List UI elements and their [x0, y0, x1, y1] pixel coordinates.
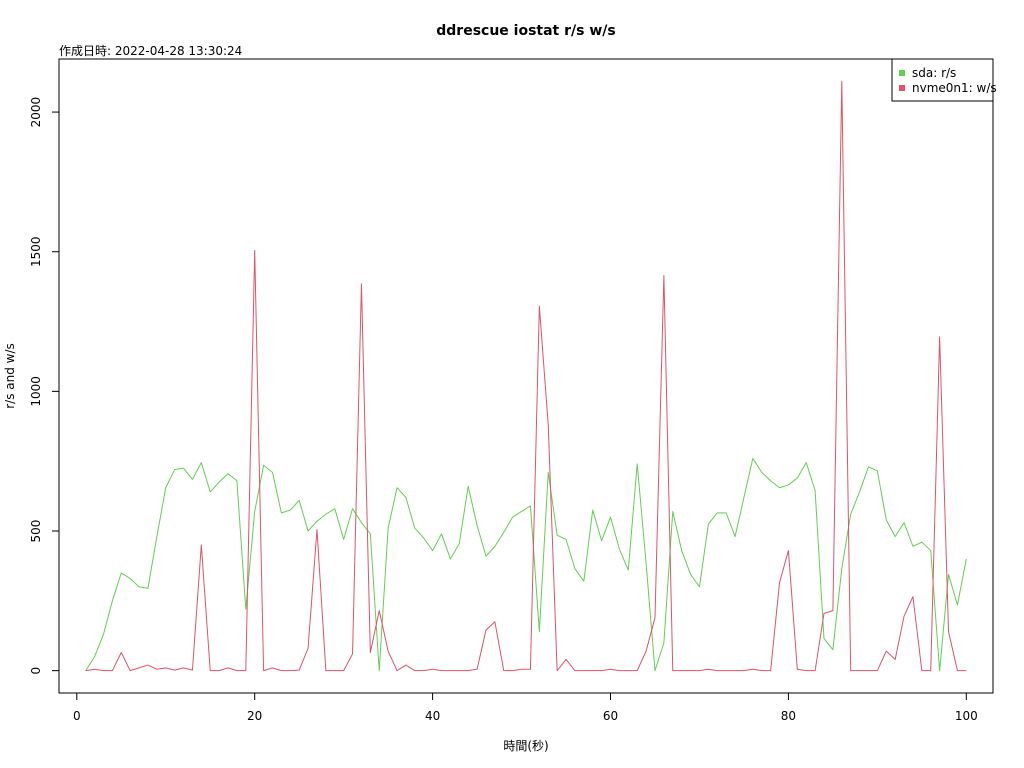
series-line-sda	[85, 457, 967, 672]
chart-subtitle: 作成日時: 2022-04-28 13:30:24	[59, 44, 242, 58]
x-tick-label: 0	[73, 709, 81, 723]
y-tick-label: 0	[29, 667, 43, 675]
chart-title: ddrescue iostat r/s w/s	[436, 23, 615, 39]
legend-label-nvme0n1: nvme0n1: w/s	[912, 81, 997, 95]
plot-box	[58, 58, 994, 694]
legend-label-sda: sda: r/s	[912, 66, 956, 80]
y-tick-label: 1500	[29, 236, 43, 267]
legend-swatch-nvme0n1	[899, 85, 905, 91]
y-tick-label: 1000	[29, 376, 43, 407]
y-axis: 0 500 1000 1500 2000	[29, 97, 60, 675]
y-tick-label: 2000	[29, 97, 43, 128]
x-axis: 0 20 40 60 80 100	[73, 692, 978, 723]
x-tick-label: 80	[781, 709, 796, 723]
series-layer	[85, 80, 967, 672]
legend-swatch-sda	[899, 70, 905, 76]
x-tick-label: 100	[955, 709, 978, 723]
y-tick-label: 500	[29, 520, 43, 543]
x-tick-label: 20	[247, 709, 262, 723]
series-line-nvme0n1	[85, 80, 967, 672]
x-tick-label: 60	[603, 709, 618, 723]
legend-box	[891, 58, 994, 102]
x-axis-label: 時間(秒)	[503, 739, 548, 753]
legend: sda: r/s nvme0n1: w/s	[891, 58, 997, 102]
x-tick-label: 40	[425, 709, 440, 723]
y-axis-label: r/s and w/s	[3, 343, 17, 409]
